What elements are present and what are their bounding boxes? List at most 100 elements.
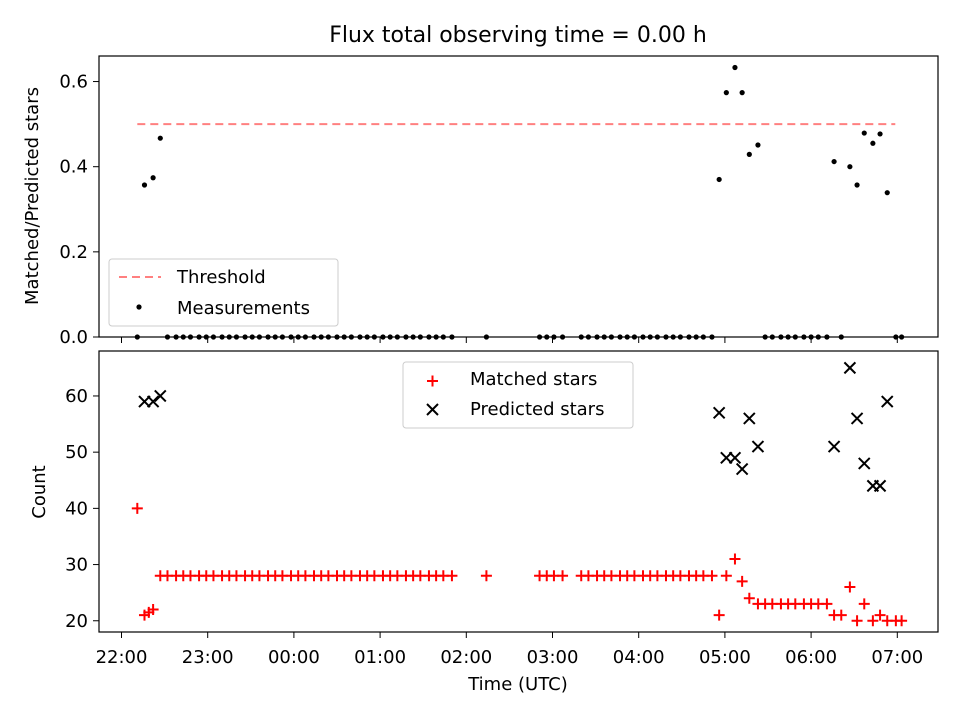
predicted-star-point [843,361,857,375]
measurement-point [150,175,156,181]
x-tick-label: 05:00 [699,647,751,668]
predicted-star-point [146,395,160,408]
measurement-point [585,334,592,340]
matched-star-point [713,609,725,621]
measurement-point [242,334,248,340]
legend-predicted-label: Predicted stars [470,399,604,420]
measurement-point [693,334,699,340]
measurement-point [594,334,600,340]
measurement-point [663,334,669,340]
matched-star-point [743,592,755,604]
measurement-point [578,334,584,340]
measurement-point [899,334,905,340]
measurement-point [762,334,768,340]
measurement-point [769,334,775,340]
measurement-point [371,334,377,340]
x-tick-label: 23:00 [182,647,234,668]
measurement-point [288,334,294,340]
measurement-points [134,64,905,340]
measurement-point [808,334,814,340]
measurement-point [551,334,557,340]
matched-star-point [736,575,748,587]
bottom-y-axis-label: Count [29,465,50,518]
bottom-x-axis: 22:00 23:00 00:00 01:00 02:00 03:00 04:00 05:00… [96,632,923,668]
x-tick-label: 01:00 [354,647,406,668]
measurement-point [449,334,455,340]
measurement-point [861,130,867,136]
measurement-point [847,164,853,170]
top-y-axis-label: Matched/Predicted stars [22,87,43,305]
measurement-point [249,334,255,340]
measurement-point [387,334,393,340]
predicted-star-point [858,457,871,470]
bottom-y-tick-label: 40 [65,498,88,519]
measurement-point [272,334,278,340]
measurement-point [716,176,722,183]
measurement-point [792,334,798,340]
top-legend: Threshold Measurements [108,258,339,327]
measurement-point [536,334,543,340]
matched-star-point [446,570,458,582]
top-panel: 0.0 0.2 0.4 0.6 Matched/Predicted stars Thr… [22,55,939,348]
top-legend-box [108,258,339,327]
measurement-point [755,142,761,148]
top-y-tick-label: 0.4 [59,157,88,178]
bottom-y-tick-label: 60 [65,386,88,407]
measurement-point [203,334,209,340]
predicted-star-point [751,440,765,453]
legend-measurements-label: Measurements [177,298,310,319]
measurement-point [210,334,217,340]
top-y-tick-label: 0.2 [59,242,88,263]
measurement-point [854,182,860,188]
measurement-point [417,334,423,340]
predicted-star-point [154,389,167,403]
measurement-point [700,334,706,340]
measurement-point [141,182,148,188]
bottom-y-axis: 20 30 40 50 60 [65,386,99,632]
measurement-point [318,334,324,340]
measurement-point [631,334,637,340]
matched-star-point [720,570,732,582]
legend-matched-swatch [427,375,438,387]
matched-star-point [480,570,492,582]
measurement-point [709,334,715,340]
measurement-point [426,334,432,340]
measurement-point [357,334,363,340]
measurement-point [746,151,752,157]
measurement-point [295,334,301,340]
top-y-axis: 0.0 0.2 0.4 0.6 [59,72,99,348]
measurement-point [654,334,660,340]
matched-star-point [835,609,847,621]
matched-star-point [821,598,833,610]
x-tick-label: 03:00 [527,647,579,668]
measurement-point [440,334,446,340]
measurement-point [838,334,844,340]
x-tick-label: 04:00 [613,647,665,668]
measurement-point [279,334,286,340]
measurement-point [686,334,692,340]
measurement-point [325,334,331,340]
predicted-star-point [850,412,864,425]
measurement-point [341,334,347,340]
measurement-point [134,334,140,340]
measurement-point [893,334,899,340]
measurement-point [831,158,837,165]
measurement-point [311,334,317,340]
top-panel-frame [98,55,939,338]
matched-star-point [844,581,856,593]
predicted-star-point [827,440,841,453]
predicted-star-point [728,451,742,464]
measurement-point [265,334,271,340]
bottom-y-tick-label: 20 [65,611,88,632]
top-y-tick-label: 0.0 [59,327,88,348]
predicted-star-point [881,395,894,408]
measurement-point [778,334,784,340]
matched-star-point [874,609,886,621]
legend-matched-label: Matched stars [470,369,597,390]
measurement-point [256,334,263,340]
x-tick-label: 06:00 [785,647,837,668]
predicted-star-point [735,462,749,476]
measurement-point [403,334,409,340]
measurement-point [785,334,791,340]
measurement-point [334,334,340,340]
